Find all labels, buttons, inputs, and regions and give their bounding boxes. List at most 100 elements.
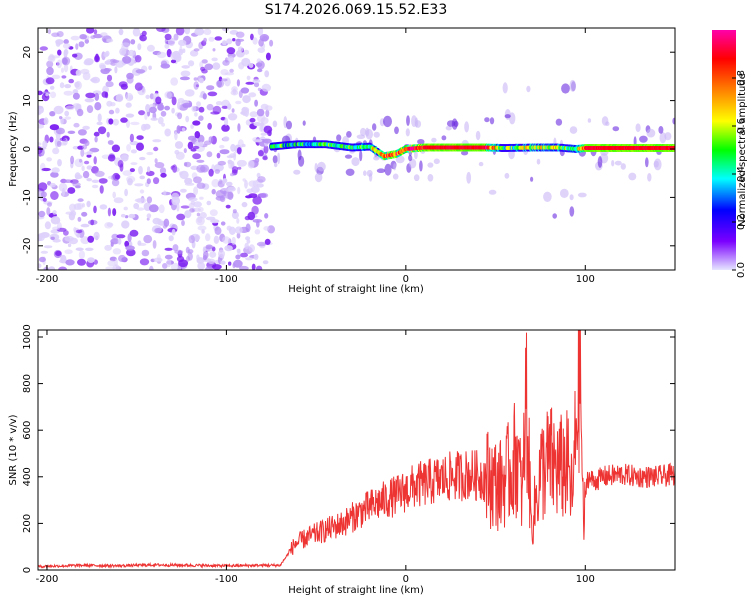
noise-speckle xyxy=(82,125,90,130)
noise-speckle xyxy=(86,151,93,155)
y-tick-label: 20 xyxy=(22,46,33,59)
colorbar-gradient xyxy=(712,30,736,270)
signal-halo xyxy=(441,135,447,141)
noise-speckle xyxy=(232,209,237,214)
noise-speckle xyxy=(264,238,271,245)
noise-speckle xyxy=(80,68,90,75)
signal-halo xyxy=(393,163,397,171)
noise-speckle xyxy=(229,68,234,73)
noise-speckle xyxy=(111,174,115,181)
noise-speckle xyxy=(49,124,60,131)
noise-speckle xyxy=(189,50,199,57)
noise-speckle xyxy=(72,53,78,58)
noise-speckle xyxy=(136,207,145,211)
noise-speckle xyxy=(126,175,136,183)
noise-speckle xyxy=(263,226,270,231)
signal-halo xyxy=(605,121,610,126)
noise-speckle xyxy=(164,254,173,260)
noise-speckle xyxy=(227,113,238,121)
noise-speckle xyxy=(64,249,73,254)
noise-speckle xyxy=(101,91,108,98)
noise-speckle xyxy=(103,52,109,58)
noise-speckle xyxy=(112,208,117,217)
signal-halo xyxy=(620,163,626,170)
noise-speckle xyxy=(233,259,243,268)
noise-speckle xyxy=(41,167,51,172)
noise-speckle xyxy=(190,200,196,205)
noise-speckle xyxy=(267,130,272,137)
noise-speckle xyxy=(226,181,233,187)
noise-speckle xyxy=(174,141,184,149)
noise-speckle xyxy=(207,122,212,130)
spectrogram-marks xyxy=(38,28,675,270)
signal-halo xyxy=(478,161,484,167)
noise-speckle xyxy=(205,233,211,242)
noise-speckle xyxy=(164,247,173,251)
noise-speckle xyxy=(163,190,167,196)
noise-speckle xyxy=(245,195,253,199)
noise-speckle xyxy=(146,178,151,185)
y-tick-label: 200 xyxy=(22,514,33,533)
noise-speckle xyxy=(264,70,270,78)
noise-speckle xyxy=(128,213,136,219)
signal-halo xyxy=(365,127,370,137)
noise-speckle xyxy=(48,266,56,270)
noise-speckle xyxy=(146,151,154,156)
noise-speckle xyxy=(154,227,162,234)
noise-speckle xyxy=(81,165,85,172)
noise-speckle xyxy=(58,266,67,270)
noise-speckle xyxy=(242,95,251,104)
signal-halo xyxy=(536,158,541,165)
noise-speckle xyxy=(198,115,204,121)
noise-speckle xyxy=(265,109,270,118)
noise-speckle xyxy=(176,125,181,134)
signal-halo xyxy=(502,82,508,94)
noise-speckle xyxy=(86,154,92,158)
noise-speckle xyxy=(186,255,190,262)
noise-speckle xyxy=(44,221,52,230)
noise-speckle xyxy=(170,59,177,64)
noise-speckle xyxy=(145,94,150,99)
colorbar: 0.0 0.2 0.4 0.6 0.8 Normalized spectral ampl… xyxy=(712,30,748,278)
noise-speckle xyxy=(93,231,100,240)
noise-speckle xyxy=(160,110,167,117)
noise-speckle xyxy=(103,38,107,43)
signal-halo xyxy=(461,150,469,156)
noise-speckle xyxy=(256,241,267,247)
noise-speckle xyxy=(143,234,153,244)
noise-speckle xyxy=(138,165,143,175)
noise-speckle xyxy=(257,176,266,183)
noise-speckle xyxy=(120,213,126,218)
signal-halo xyxy=(351,157,360,167)
noise-speckle xyxy=(214,169,220,174)
noise-speckle xyxy=(220,260,226,265)
signal-halo xyxy=(406,115,410,126)
signal-halo xyxy=(597,156,603,168)
colorbar-tick-label: 0.8 xyxy=(736,70,747,86)
noise-speckle xyxy=(110,241,114,247)
noise-speckle xyxy=(50,171,59,178)
noise-speckle xyxy=(107,260,116,267)
noise-speckle xyxy=(250,186,260,194)
noise-speckle xyxy=(172,244,179,252)
noise-speckle xyxy=(63,49,69,56)
noise-speckle xyxy=(254,99,258,107)
noise-speckle xyxy=(193,176,202,184)
noise-speckle xyxy=(139,175,145,180)
noise-speckle xyxy=(98,126,107,135)
noise-speckle xyxy=(244,242,249,250)
noise-speckle xyxy=(205,244,213,250)
noise-speckle xyxy=(247,160,255,169)
noise-speckle xyxy=(39,46,48,51)
signal-halo xyxy=(346,131,352,138)
noise-speckle xyxy=(220,221,226,226)
noise-speckle xyxy=(228,226,236,235)
noise-speckle xyxy=(221,124,230,132)
noise-speckle xyxy=(231,211,239,220)
noise-speckle xyxy=(38,105,44,114)
noise-speckle xyxy=(178,39,187,47)
noise-speckle xyxy=(241,57,251,67)
noise-speckle xyxy=(201,59,208,64)
signal-halo xyxy=(559,188,569,198)
noise-speckle xyxy=(77,129,87,136)
